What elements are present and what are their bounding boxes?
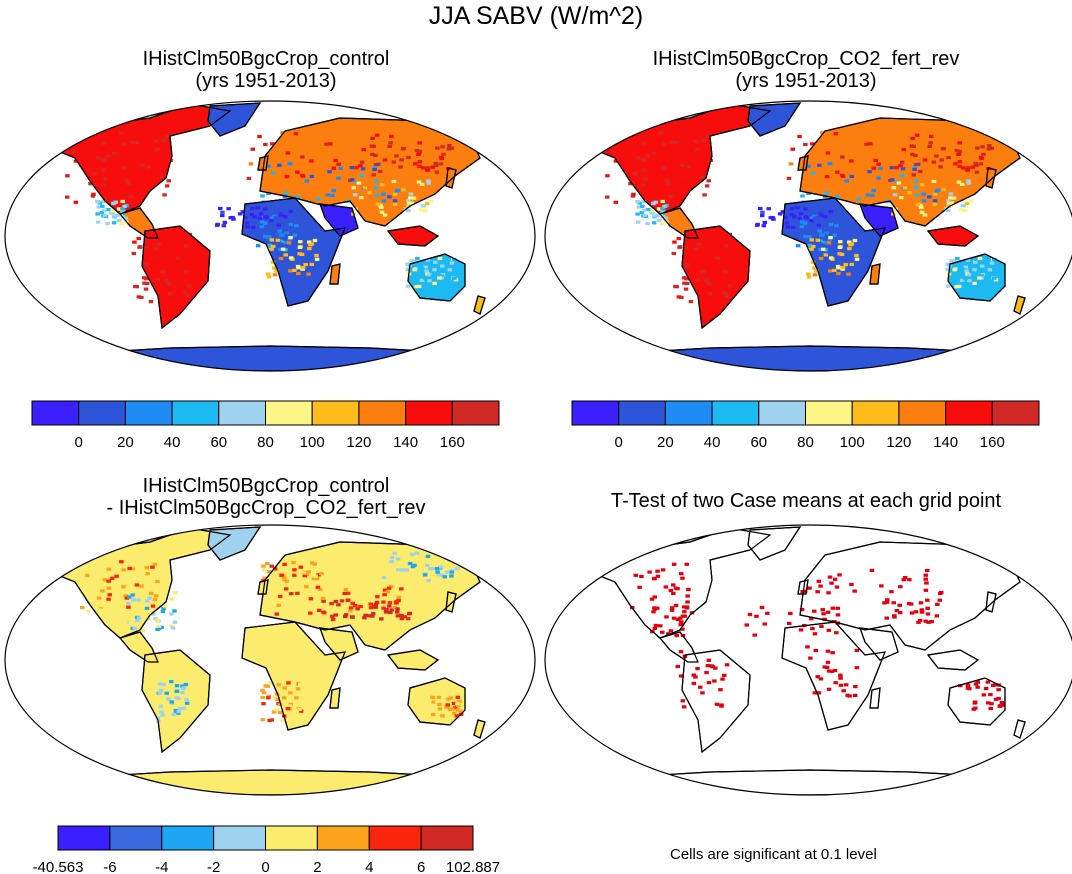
colorbar-box [368,825,422,851]
colorbar-box [405,400,453,426]
map-border [4,524,536,796]
panel-title-line2: - IHistClm50BgcCrop_CO2_fert_rev [106,497,426,519]
colorbar-tick-label: -6 [103,859,116,874]
panel-title-ttest: T-Test of two Case means at each grid po… [546,490,1066,512]
colorbar-tick-label: 0 [615,434,623,451]
panel-title-line1: T-Test of two Case means at each grid po… [610,490,1002,512]
colorbar-box [265,400,313,426]
panel-title-line1: IHistClm50BgcCrop_CO2_fert_rev [652,48,960,70]
colorbar-box [316,825,370,851]
panel-title-line1: IHistClm50BgcCrop_control [142,475,390,497]
map-difference [4,524,536,796]
colorbar-box [124,400,173,426]
panel-title-line2: (yrs 1951-2013) [735,70,877,92]
colorbar-box [898,400,947,426]
colorbar-tick-label: 100 [300,434,325,451]
colorbar-box [758,400,806,426]
colorbar-tick-label: 140 [393,434,418,451]
colorbar-box [171,400,220,426]
colorbar-tick-label: 40 [704,434,721,451]
colorbar-box [31,400,80,426]
colorbar-box [991,400,1040,426]
colorbar-tick-label: 20 [657,434,674,451]
colorbar-tick-label: -4 [155,859,168,874]
panel-title-co2-fert-rev: IHistClm50BgcCrop_CO2_fert_rev (yrs 1951… [606,48,1006,92]
colorbar-co2-fert-rev: 0 20 40 60 80 100 120 140 160 [571,400,1040,451]
map-co2-fert-rev [544,100,1072,372]
colorbar-box [420,825,474,851]
landmass-antarctica [37,769,502,795]
colorbar-tick-label: 140 [933,434,958,451]
colorbar-box [805,400,853,426]
map-border [544,100,1072,372]
significance-footnote: Cells are significant at 0.1 level [670,846,877,863]
landmass-antarctica [577,345,1042,371]
map-border [4,100,536,372]
colorbar-tick-label: 100 [840,434,865,451]
map-border [544,524,1072,796]
panel-title-line2: (yrs 1951-2013) [195,70,337,92]
panel-title-difference: IHistClm50BgcCrop_control - IHistClm50Bg… [66,475,466,519]
colorbar-box [161,825,215,851]
colorbar-box [851,400,900,426]
colorbar-box [571,400,620,426]
colorbar-tick-label: 160 [440,434,465,451]
colorbar-box [218,400,267,426]
colorbar-tick-label: 40 [164,434,181,451]
colorbar-tick-label: 120 [346,434,371,451]
figure-title: JJA SABV (W/m^2) [428,2,644,30]
colorbar-difference: -40.563 -6 -4 -2 0 2 4 6 102.887 [33,825,500,874]
colorbar-box [618,400,666,426]
map-control [4,100,536,372]
panel-title-control: IHistClm50BgcCrop_control (yrs 1951-2013… [66,48,466,92]
colorbar-tick-label: 60 [210,434,227,451]
panel-title-line1: IHistClm50BgcCrop_control [142,48,390,70]
colorbar-box [664,400,713,426]
colorbar-tick-label: 2 [313,859,321,874]
colorbar-control: 0 20 40 60 80 100 120 140 160 [31,400,500,451]
colorbar-box [57,825,111,851]
map-ttest [544,524,1072,796]
landmass-antarctica [577,769,1042,795]
colorbar-box [451,400,500,426]
colorbar-box [711,400,760,426]
colorbar-tick-label: 0 [75,434,83,451]
colorbar-tick-label: 160 [980,434,1005,451]
colorbar-box [311,400,360,426]
colorbar-box [78,400,126,426]
colorbar-tick-label: 4 [365,859,373,874]
colorbar-box [358,400,407,426]
colorbar-tick-label: 80 [257,434,274,451]
colorbar-tick-label: -40.563 [33,859,84,874]
colorbar-tick-label: 120 [886,434,911,451]
colorbar-tick-label: 60 [750,434,767,451]
colorbar-box [945,400,993,426]
grid-cell-texture [65,131,459,304]
colorbar-tick-label: 80 [797,434,814,451]
colorbar-tick-label: 6 [417,859,425,874]
colorbar-tick-label: -2 [207,859,220,874]
colorbar-box [265,825,318,851]
colorbar-box [109,825,163,851]
colorbar-box [213,825,266,851]
colorbar-tick-label: 102.887 [446,859,500,874]
colorbar-tick-label: 20 [117,434,134,451]
grid-cell-texture [605,131,999,304]
colorbar-tick-label: 0 [261,859,269,874]
landmass-antarctica [37,345,502,371]
